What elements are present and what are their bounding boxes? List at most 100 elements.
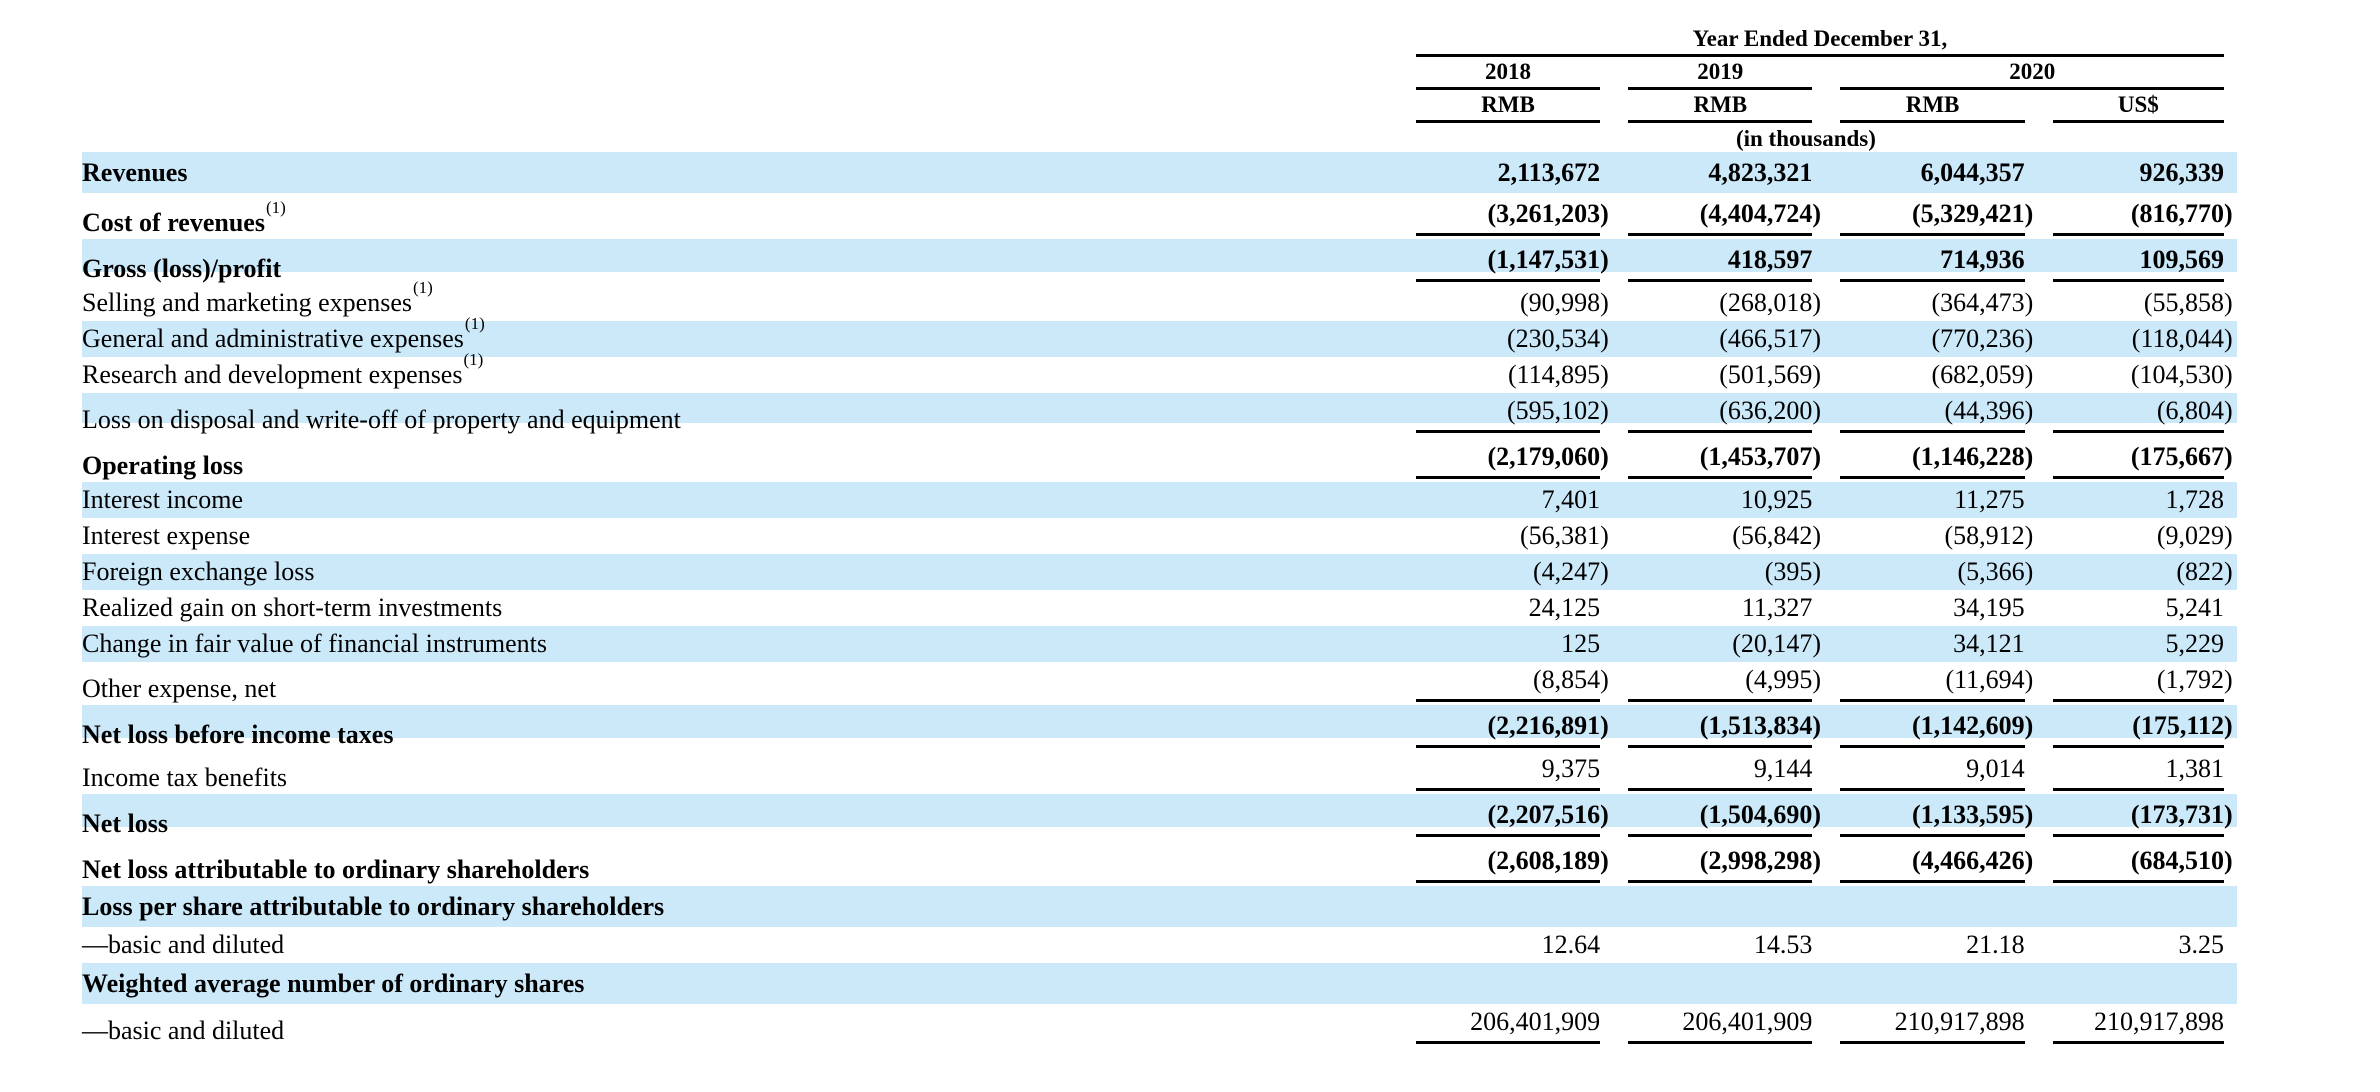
table-row: Net loss before income taxes (2,216,891) (… xyxy=(82,705,2237,751)
row-value: (684,510) xyxy=(2052,847,2233,883)
hanging-paren: ) xyxy=(1600,442,1609,471)
hanging-paren: ) xyxy=(2224,557,2233,586)
row-value-cell: 34,121 xyxy=(1812,626,2025,662)
hanging-paren: ) xyxy=(2224,442,2233,471)
hanging-paren: ) xyxy=(1600,557,1609,586)
row-value: (501,569) xyxy=(1719,360,1822,389)
row-value: (636,200) xyxy=(1628,397,1821,433)
row-value-cell: (175,112) xyxy=(2025,705,2237,751)
row-value-cell: 11,275 xyxy=(1812,482,2025,518)
row-value-cell: (230,534) xyxy=(1388,321,1609,357)
row-value: 34,195 xyxy=(1953,593,2025,622)
row-label: Cost of revenues(1) xyxy=(82,193,1388,239)
row-value-cell: 418,597 xyxy=(1600,239,1813,285)
row-value-cell: (55,858) xyxy=(2025,285,2237,321)
row-value: 9,144 xyxy=(1628,755,1813,791)
hanging-paren: ) xyxy=(2024,521,2034,550)
row-value-cell: (175,667) xyxy=(2025,436,2237,482)
units-row: (in thousands) xyxy=(82,123,2237,152)
row-value-cell: (2,608,189) xyxy=(1388,840,1609,886)
row-value-cell: (1,453,707) xyxy=(1600,436,1821,482)
table-row: —basic and diluted 206,401,909 206,401,909… xyxy=(82,1004,2237,1047)
row-value-cell: (1,504,690) xyxy=(1600,794,1821,840)
row-label: Income tax benefits xyxy=(82,751,1388,794)
row-value-cell: 12.64 xyxy=(1388,927,1601,963)
table-row: Foreign exchange loss (4,247) (395) (5,366)… xyxy=(82,554,2237,590)
row-value-cell: 21.18 xyxy=(1812,927,2025,963)
row-value: (822) xyxy=(2176,557,2233,586)
table-row: Loss per share attributable to ordinary … xyxy=(82,886,2237,927)
table-row: Research and development expenses(1) (114… xyxy=(82,351,2237,393)
row-value: (1,513,834) xyxy=(1628,712,1821,748)
currency-label: RMB xyxy=(1415,92,1601,123)
row-value-cell: (395) xyxy=(1600,554,1821,590)
row-value: 11,327 xyxy=(1741,593,1813,622)
hanging-paren: ) xyxy=(1812,360,1822,389)
row-label: Loss on disposal and write-off of proper… xyxy=(82,393,1388,436)
row-value-cell xyxy=(1600,963,1812,1004)
hanging-paren: ) xyxy=(2024,846,2034,875)
row-value-cell: 2,113,672 xyxy=(1388,152,1601,193)
row-value: 210,917,898 xyxy=(2052,1008,2224,1044)
hanging-paren: ) xyxy=(2224,199,2233,228)
hanging-paren: ) xyxy=(1600,711,1609,740)
row-value: 5,229 xyxy=(2165,629,2225,658)
hanging-paren: ) xyxy=(1600,396,1609,425)
hanging-paren: ) xyxy=(1812,629,1822,658)
row-value-cell: 14.53 xyxy=(1600,927,1813,963)
currency-row: RMB RMB RMB US$ xyxy=(82,90,2237,123)
period-header-row: Year Ended December 31, xyxy=(82,24,2237,57)
row-value-cell xyxy=(2025,886,2237,927)
row-label-text: Gross (loss)/profit xyxy=(82,254,282,283)
row-value: (4,466,426) xyxy=(1840,847,2033,883)
table-row: Change in fair value of financial instru… xyxy=(82,626,2237,662)
hanging-paren: ) xyxy=(2024,557,2034,586)
footnote-marker: (1) xyxy=(464,314,485,334)
table-row: Net loss (2,207,516) (1,504,690) (1,133,595… xyxy=(82,794,2237,840)
row-label: Revenues xyxy=(82,152,1388,193)
row-label-text: Income tax benefits xyxy=(82,763,288,792)
row-value-cell: (56,842) xyxy=(1600,518,1821,554)
row-value-cell: (4,404,724) xyxy=(1600,193,1821,239)
row-value-cell: (1,792) xyxy=(2025,662,2237,705)
hanging-paren: ) xyxy=(1812,442,1822,471)
header-spacer xyxy=(82,123,1388,152)
units-cell: (in thousands) xyxy=(1388,123,2237,152)
row-value-cell: (8,854) xyxy=(1388,662,1609,705)
header-spacer xyxy=(82,57,1388,90)
row-value-cell: (3,261,203) xyxy=(1388,193,1609,239)
row-value-cell: (58,912) xyxy=(1812,518,2034,554)
row-value: 4,823,321 xyxy=(1708,158,1813,187)
hanging-paren: ) xyxy=(1600,800,1609,829)
row-label-text: Interest income xyxy=(82,485,243,514)
row-value: (364,473) xyxy=(1931,288,2034,317)
row-label-text: —basic and diluted xyxy=(82,1016,285,1045)
row-label: General and administrative expenses(1) xyxy=(82,315,1388,357)
row-value-cell: (595,102) xyxy=(1388,393,1609,436)
row-label-text: Net loss attributable to ordinary shareh… xyxy=(82,855,590,884)
row-label-text: —basic and diluted xyxy=(82,930,285,959)
hanging-paren: ) xyxy=(1812,521,1822,550)
row-value: 11,275 xyxy=(1954,485,2025,514)
row-label: Realized gain on short-term investments xyxy=(82,590,1388,626)
row-value-cell: (4,466,426) xyxy=(1812,840,2033,886)
row-value: (9,029) xyxy=(2156,521,2233,550)
row-value-cell: (1,513,834) xyxy=(1600,705,1821,751)
row-value-cell: (364,473) xyxy=(1812,285,2034,321)
currency-cell: RMB xyxy=(1600,90,1813,123)
table-row: Realized gain on short-term investments 2… xyxy=(82,590,2237,626)
row-value-cell xyxy=(1388,886,1600,927)
hanging-paren: ) xyxy=(1812,288,1822,317)
row-value-cell: (9,029) xyxy=(2025,518,2237,554)
hanging-paren: ) xyxy=(1812,557,1822,586)
row-value-cell: 714,936 xyxy=(1812,239,2025,285)
row-value: (90,998) xyxy=(1519,288,1609,317)
hanging-paren: ) xyxy=(1812,665,1822,694)
row-value-cell: 5,241 xyxy=(2025,590,2237,626)
hanging-paren: ) xyxy=(1600,288,1609,317)
row-value: (2,608,189) xyxy=(1415,847,1609,883)
hanging-paren: ) xyxy=(2024,665,2034,694)
row-label-text: Loss per share attributable to ordinary … xyxy=(82,892,665,921)
row-value: (5,329,421) xyxy=(1840,200,2033,236)
row-value: 125 xyxy=(1561,629,1601,658)
